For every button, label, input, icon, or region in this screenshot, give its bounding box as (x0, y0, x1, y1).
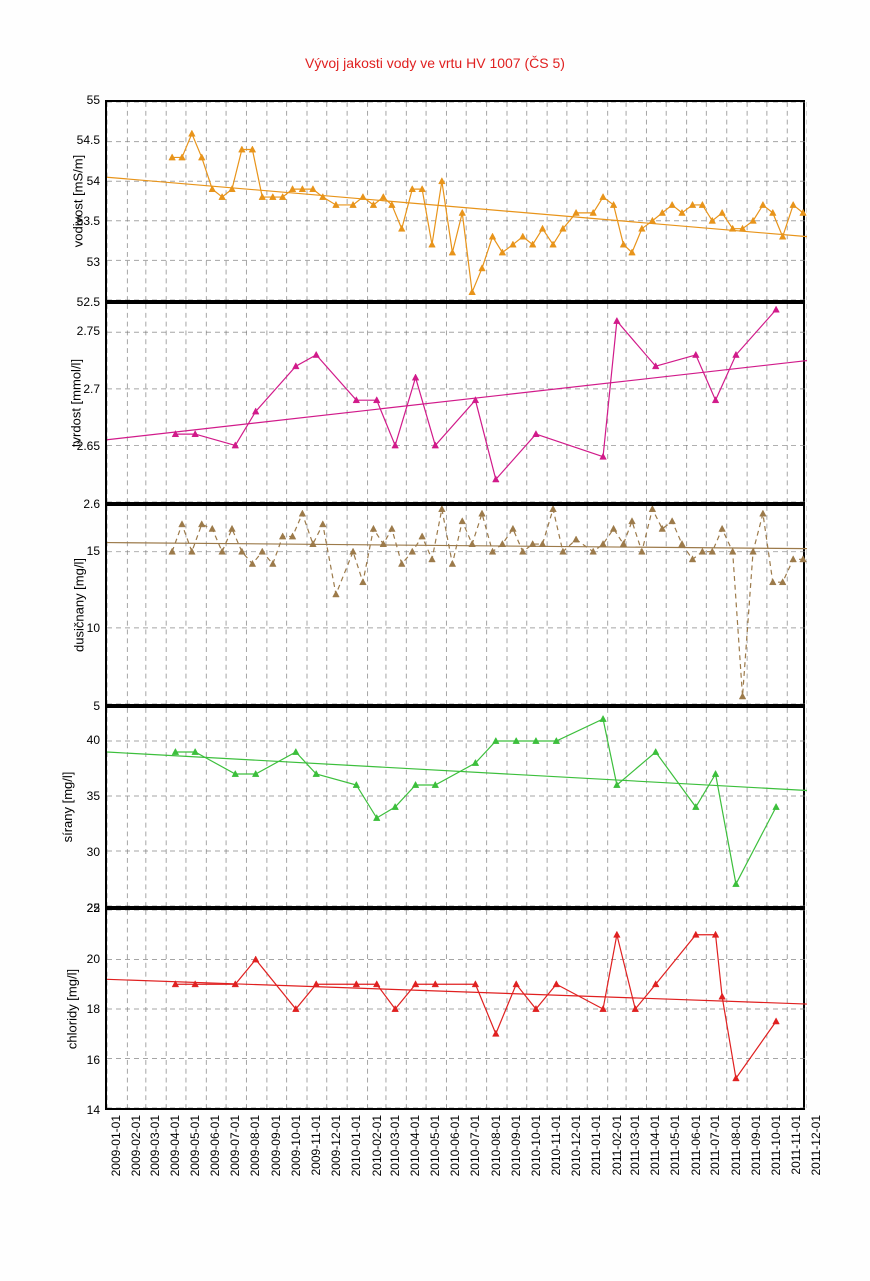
y-tick-label: 53 (87, 255, 100, 269)
x-tick-label: 2011-05-01 (668, 1115, 682, 1176)
y-tick-label: 53.5 (77, 214, 100, 228)
panel-svg-dusicnany (107, 506, 807, 704)
y-tick-label: 2.6 (83, 497, 100, 511)
x-tick-label: 2010-06-01 (448, 1115, 462, 1176)
y-tick-label: 2.65 (77, 439, 100, 453)
panel-sirany: sírany [mg/l] (105, 706, 805, 908)
x-tick-label: 2009-11-01 (309, 1115, 323, 1176)
x-tick-label: 2010-10-01 (529, 1115, 543, 1176)
y-tick-label: 40 (87, 733, 100, 747)
x-tick-label: 2011-12-01 (809, 1115, 823, 1176)
x-tick-label: 2009-07-01 (228, 1115, 242, 1176)
y-tick-label: 2.75 (77, 324, 100, 338)
y-axis-label-dusicnany: dusičnany [mg/l] (71, 558, 86, 652)
x-tick-label: 2010-09-01 (509, 1115, 523, 1176)
y-tick-label: 52.5 (77, 295, 100, 309)
x-axis-ticks: 2009-01-01 2009-02-01 2009-03-01 2009-04-01… (105, 1115, 805, 1265)
x-tick-label: 2009-12-01 (329, 1115, 343, 1176)
y-tick-label: 16 (87, 1053, 100, 1067)
x-tick-label: 2011-04-01 (648, 1115, 662, 1176)
y-tick-label: 18 (87, 1002, 100, 1016)
panel-dusicnany: dusičnany [mg/l] (105, 504, 805, 706)
x-tick-label: 2010-12-01 (569, 1115, 583, 1176)
x-tick-label: 2009-06-01 (208, 1115, 222, 1176)
x-tick-label: 2011-03-01 (628, 1115, 642, 1176)
panel-svg-tvrdost (107, 304, 807, 502)
panel-chloridy: chloridy [mg/l] (105, 908, 805, 1110)
panel-svg-chloridy (107, 910, 807, 1108)
y-tick-label: 2.7 (83, 382, 100, 396)
y-tick-label: 54 (87, 174, 100, 188)
x-tick-label: 2010-01-01 (349, 1115, 363, 1176)
x-tick-label: 2009-04-01 (168, 1115, 182, 1176)
x-tick-label: 2011-02-01 (610, 1115, 624, 1176)
x-tick-label: 2011-06-01 (689, 1115, 703, 1176)
x-tick-label: 2010-03-01 (388, 1115, 402, 1176)
x-tick-label: 2010-08-01 (489, 1115, 503, 1176)
panel-tvrdost: tvrdost [mmol/l] (105, 302, 805, 504)
y-tick-label: 14 (87, 1103, 100, 1117)
x-tick-label: 2010-05-01 (428, 1115, 442, 1176)
y-tick-label: 5 (93, 699, 100, 713)
y-tick-label: 22 (87, 901, 100, 915)
x-tick-label: 2011-08-01 (729, 1115, 743, 1176)
x-tick-label: 2011-10-01 (769, 1115, 783, 1176)
x-tick-label: 2009-05-01 (188, 1115, 202, 1176)
x-tick-label: 2011-11-01 (789, 1115, 803, 1175)
y-tick-label: 10 (87, 621, 100, 635)
panel-svg-sirany (107, 708, 807, 906)
y-axis-label-chloridy: chloridy [mg/l] (65, 969, 80, 1049)
chart-title: Vývoj jakosti vody ve vrtu HV 1007 (ČS 5… (0, 55, 870, 71)
y-tick-label: 55 (87, 93, 100, 107)
x-tick-label: 2010-07-01 (468, 1115, 482, 1176)
x-tick-label: 2010-11-01 (549, 1115, 563, 1176)
y-axis-label-tvrdost: tvrdost [mmol/l] (69, 359, 84, 447)
panel-svg-vodivost (107, 102, 807, 300)
x-tick-label: 2009-02-01 (129, 1115, 143, 1176)
y-tick-label: 15 (87, 544, 100, 558)
x-tick-label: 2011-07-01 (708, 1115, 722, 1176)
chart-title-text: Vývoj jakosti vody ve vrtu HV 1007 (ČS 5… (305, 55, 565, 71)
y-tick-label: 30 (87, 845, 100, 859)
page: Vývoj jakosti vody ve vrtu HV 1007 (ČS 5… (0, 0, 870, 1281)
x-tick-label: 2010-04-01 (408, 1115, 422, 1176)
x-tick-label: 2009-09-01 (269, 1115, 283, 1176)
x-tick-label: 2010-02-01 (370, 1115, 384, 1176)
y-axis-label-sirany: sírany [mg/l] (60, 772, 75, 843)
plot-area: vodivost [mS/m]52.55353.55454.555tvrdost… (105, 100, 805, 1110)
y-tick-label: 35 (87, 789, 100, 803)
x-tick-label: 2009-10-01 (289, 1115, 303, 1176)
panel-vodivost: vodivost [mS/m] (105, 100, 805, 302)
x-tick-label: 2009-01-01 (109, 1115, 123, 1176)
x-tick-label: 2009-03-01 (148, 1115, 162, 1176)
y-axis-label-vodivost: vodivost [mS/m] (71, 155, 86, 247)
y-tick-label: 20 (87, 952, 100, 966)
x-tick-label: 2011-09-01 (749, 1115, 763, 1176)
y-tick-label: 54.5 (77, 133, 100, 147)
x-tick-label: 2009-08-01 (248, 1115, 262, 1176)
x-tick-label: 2011-01-01 (589, 1115, 603, 1176)
